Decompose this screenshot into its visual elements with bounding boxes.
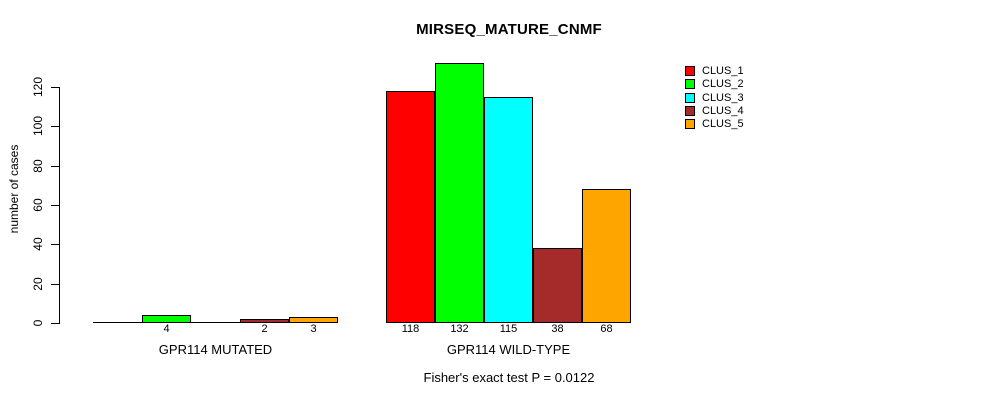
legend-color-swatch <box>685 79 695 89</box>
bar <box>240 319 289 323</box>
y-tick <box>51 166 59 167</box>
y-tick-label: 120 <box>31 76 45 98</box>
y-tick-label: 40 <box>31 237 45 251</box>
y-axis-line <box>59 87 60 324</box>
y-tick <box>51 244 59 245</box>
y-tick-label: 0 <box>31 319 45 327</box>
y-tick <box>51 87 59 88</box>
bar <box>191 322 240 323</box>
legend-label: CLUS_1 <box>702 65 744 77</box>
bar-value-label: 3 <box>310 323 317 335</box>
y-tick <box>51 323 59 324</box>
legend-label: CLUS_2 <box>702 78 744 90</box>
x-group-label: GPR114 WILD-TYPE <box>446 342 571 357</box>
legend-color-swatch <box>685 66 695 76</box>
bar <box>435 63 484 323</box>
y-tick-label: 60 <box>31 198 45 212</box>
bar <box>582 189 631 323</box>
y-tick-label: 100 <box>31 115 45 137</box>
chart-title: MIRSEQ_MATURE_CNMF <box>416 21 602 38</box>
legend-label: CLUS_3 <box>702 92 744 104</box>
bar <box>386 91 435 323</box>
bar <box>93 322 142 323</box>
y-tick <box>51 284 59 285</box>
y-axis-title: number of cases <box>7 144 21 234</box>
bar-value-label: 68 <box>600 323 613 335</box>
x-group-label: GPR114 MUTATED <box>158 342 273 357</box>
bar-value-label: 4 <box>163 323 170 335</box>
y-tick-label: 20 <box>31 277 45 291</box>
bar <box>533 248 582 323</box>
legend-color-swatch <box>685 106 695 116</box>
legend-label: CLUS_4 <box>702 105 744 117</box>
bar-value-label: 115 <box>499 323 518 335</box>
bar-value-label: 132 <box>450 323 469 335</box>
bar <box>142 315 191 323</box>
legend-label: CLUS_5 <box>702 118 744 130</box>
y-tick-label: 80 <box>31 159 45 173</box>
bar <box>289 317 338 323</box>
legend-color-swatch <box>685 119 695 129</box>
legend-color-swatch <box>685 93 695 103</box>
y-tick <box>51 126 59 127</box>
bar-value-label: 38 <box>551 323 564 335</box>
bar-value-label: 118 <box>401 323 420 335</box>
annotation-text: Fisher's exact test P = 0.0122 <box>423 370 595 385</box>
y-tick <box>51 205 59 206</box>
bar-value-label: 2 <box>261 323 268 335</box>
bar <box>484 97 533 323</box>
